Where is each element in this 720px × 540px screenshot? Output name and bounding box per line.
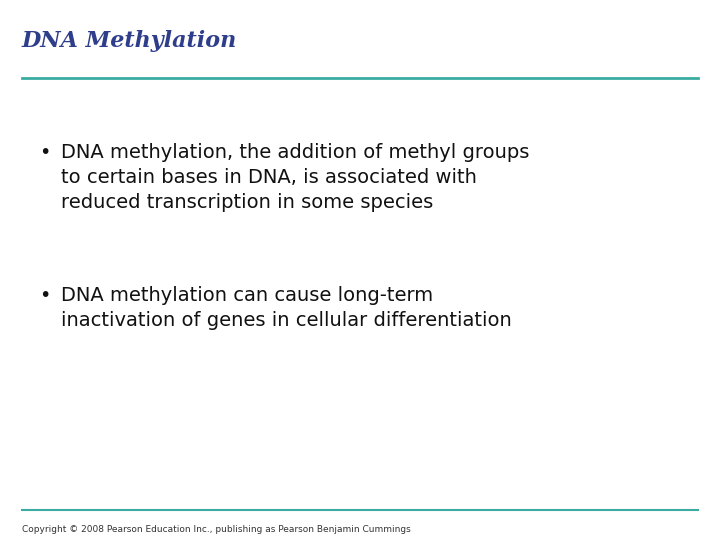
Text: Copyright © 2008 Pearson Education Inc., publishing as Pearson Benjamin Cummings: Copyright © 2008 Pearson Education Inc.,…: [22, 524, 410, 534]
Text: •: •: [40, 143, 51, 162]
Text: DNA methylation, the addition of methyl groups
to certain bases in DNA, is assoc: DNA methylation, the addition of methyl …: [61, 143, 530, 212]
Text: •: •: [40, 286, 51, 305]
Text: DNA Methylation: DNA Methylation: [22, 30, 237, 52]
Text: DNA methylation can cause long-term
inactivation of genes in cellular differenti: DNA methylation can cause long-term inac…: [61, 286, 512, 330]
